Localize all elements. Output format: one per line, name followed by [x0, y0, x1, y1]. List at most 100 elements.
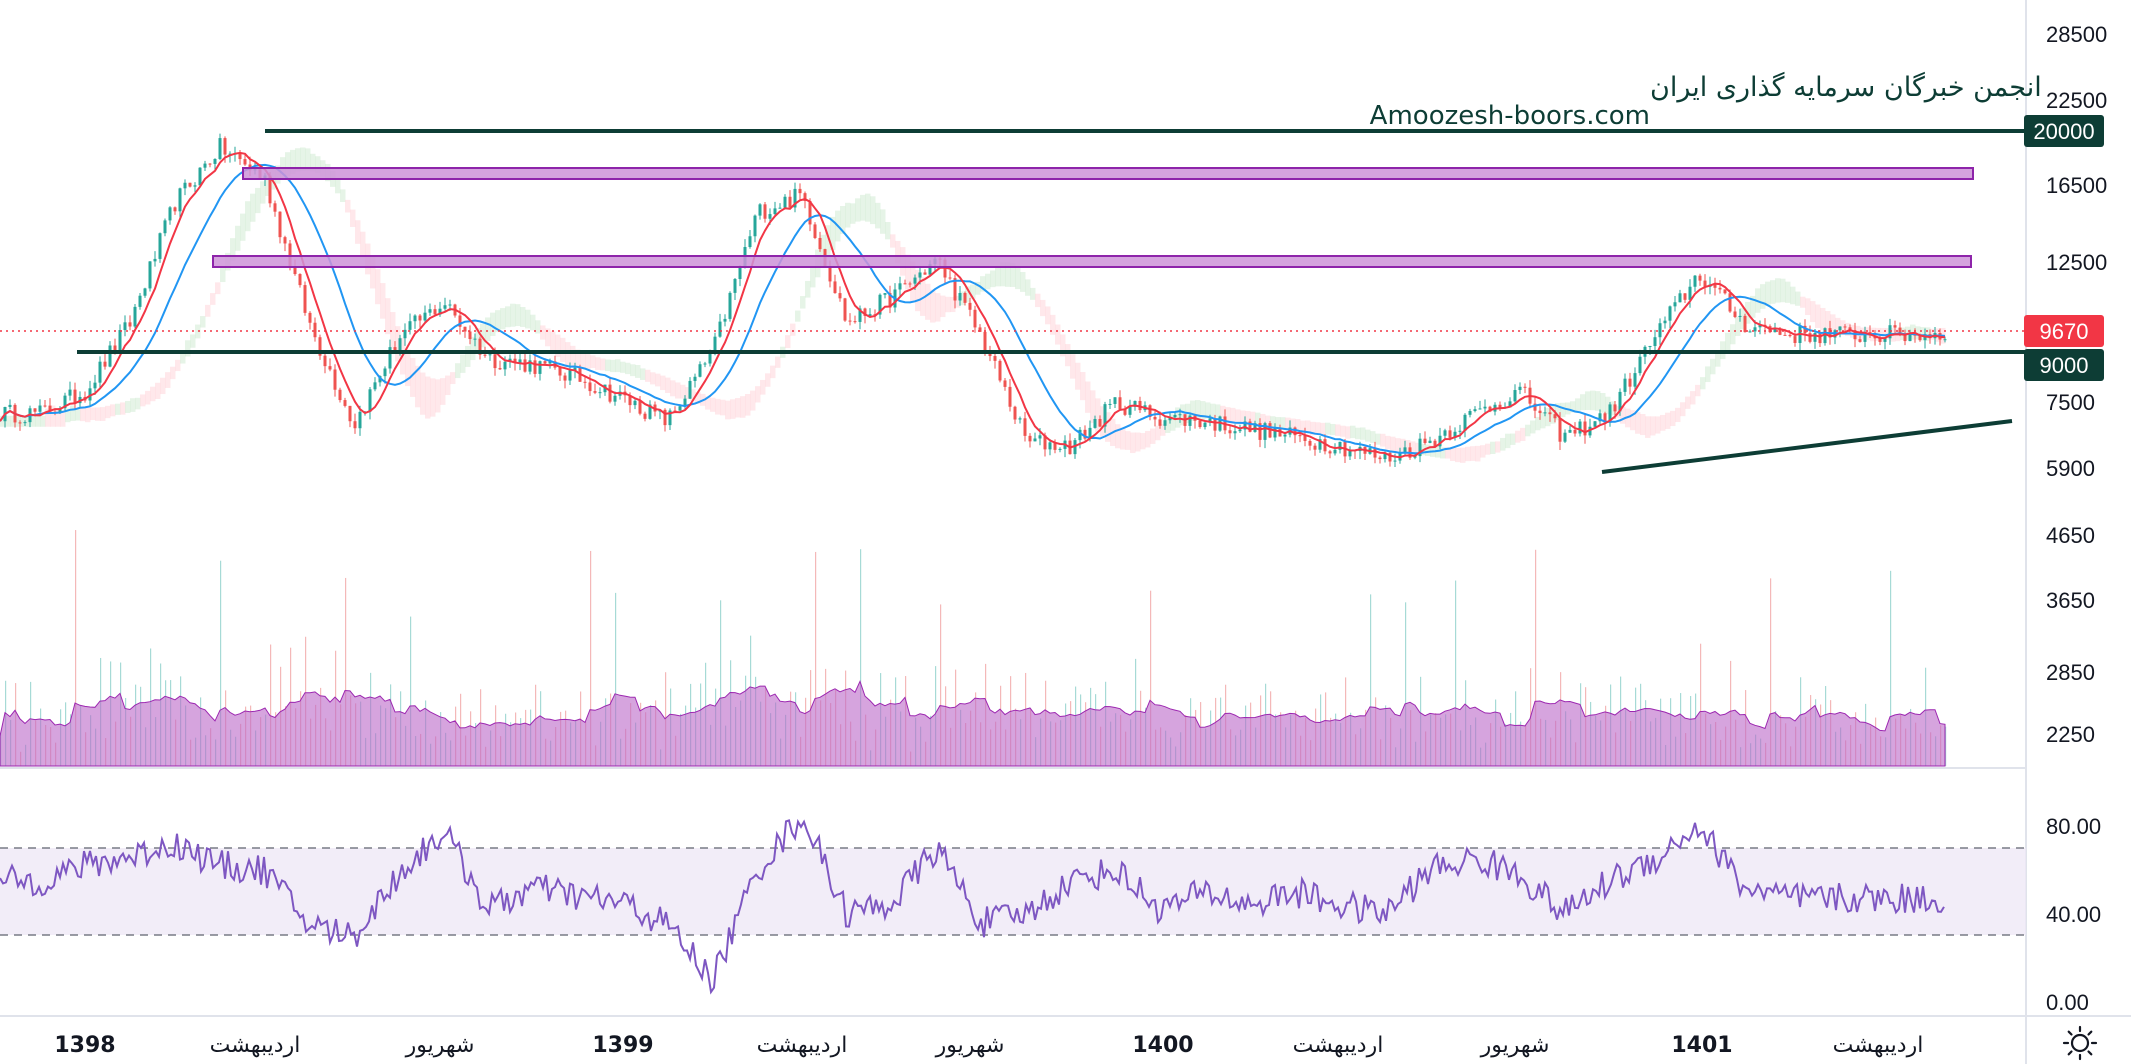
candle-body: [503, 361, 507, 370]
cloud-segment: [1570, 401, 1576, 413]
candle-body: [1168, 417, 1172, 421]
cloud-segment: [865, 193, 871, 222]
cloud-segment: [1485, 443, 1491, 455]
candle-body: [1893, 325, 1897, 328]
price-axis[interactable]: 28500 22500 16500 12500 7500 5900 4650 3…: [2024, 22, 2107, 747]
candle-body: [183, 182, 187, 189]
candle-body: [458, 315, 462, 327]
candle-body: [593, 391, 597, 393]
candle-body: [1043, 435, 1047, 450]
candle-body: [1783, 334, 1787, 336]
candle-body: [463, 326, 467, 332]
drawings[interactable]: [0, 129, 2026, 474]
candle-body: [33, 408, 37, 412]
cloud-segment: [720, 399, 726, 416]
candle-body: [103, 361, 107, 367]
cloud-segment: [45, 408, 51, 427]
cloud-segment: [85, 407, 91, 423]
cloud-segment: [1015, 267, 1021, 290]
candle-body: [518, 359, 522, 363]
cloud-segment: [0, 415, 6, 427]
candle-body: [858, 308, 862, 322]
cloud-segment: [1790, 286, 1796, 305]
cloud-segment: [1580, 394, 1586, 411]
cloud-segment: [415, 365, 421, 408]
candle-body: [1623, 378, 1627, 392]
current-price-badge: 9670: [2024, 315, 2104, 347]
candle-body: [123, 322, 127, 331]
time-axis[interactable]: 1398 اردیبهشت شهریور 1399 اردیبهشت شهریو…: [54, 1033, 1923, 1058]
candle-body: [383, 368, 387, 377]
cloud-segment: [1590, 390, 1596, 411]
candle-body: [1308, 440, 1312, 446]
cloud-segment: [295, 148, 301, 172]
cloud-segment: [650, 372, 656, 385]
cloud-segment: [740, 396, 746, 418]
candle-body: [898, 283, 902, 290]
cloud-segment: [880, 209, 886, 234]
candle-body: [1593, 421, 1597, 427]
cloud-segment: [525, 309, 531, 329]
cloud-segment: [985, 273, 991, 290]
cloud-segment: [1030, 287, 1036, 300]
cloud-segment: [50, 405, 56, 427]
cloud-segment: [895, 240, 901, 264]
candle-body: [393, 347, 397, 352]
volume-bar: [1370, 594, 1372, 766]
candle-body: [1578, 421, 1582, 434]
candle-body: [1468, 411, 1472, 415]
volume-bar: [410, 616, 412, 766]
candle-body: [1053, 442, 1057, 450]
cloud-segment: [350, 209, 356, 227]
cloud-segment: [70, 405, 76, 421]
cloud-segment: [805, 280, 811, 298]
cloud-segment: [770, 365, 776, 379]
cloud-segment: [1340, 425, 1346, 437]
candle-body: [1883, 338, 1887, 342]
candle-body: [1378, 457, 1382, 460]
candle-body: [718, 321, 722, 337]
candle-body: [1648, 346, 1652, 348]
candle-body: [548, 361, 552, 364]
cloud-segment: [555, 334, 561, 357]
cloud-segment: [340, 189, 346, 202]
cloud-segment: [105, 405, 111, 419]
candle-body: [778, 207, 782, 209]
cloud-segment: [1255, 412, 1261, 425]
candle-body: [773, 208, 777, 215]
candle-body: [1668, 306, 1672, 321]
cloud-segment: [1180, 404, 1186, 426]
cloud-segment: [785, 335, 791, 349]
rsi-axis[interactable]: 80.00 40.00 0.00: [2046, 814, 2101, 1015]
candle-body: [443, 305, 447, 309]
sun-gear-icon[interactable]: [2062, 1025, 2098, 1061]
cloud-segment: [130, 398, 136, 412]
candle-body: [1048, 442, 1052, 450]
cloud-segment: [1810, 301, 1816, 323]
cloud-segment: [1490, 441, 1496, 455]
candle-body: [1033, 438, 1037, 442]
candle-body: [818, 237, 822, 250]
cloud-segment: [850, 203, 856, 224]
candle-body: [983, 331, 987, 352]
candle-body: [1563, 432, 1567, 442]
candle-body: [1848, 327, 1852, 331]
candle-body: [1228, 430, 1232, 434]
cloud-segment: [635, 365, 641, 378]
cloud-segment: [1005, 262, 1011, 287]
cloud-segment: [260, 181, 266, 204]
cloud-segment: [735, 398, 741, 418]
cloud-segment: [150, 386, 156, 402]
candle-body: [768, 214, 772, 219]
candle-body: [1518, 386, 1522, 391]
candle-body: [1728, 293, 1732, 312]
candle-body: [1203, 422, 1207, 428]
cloud-segment: [560, 337, 566, 363]
candle-body: [188, 182, 192, 187]
candle-body: [663, 409, 667, 426]
cloud-segment: [1830, 314, 1836, 335]
time-label: شهریور: [405, 1033, 475, 1058]
cloud-segment: [1215, 404, 1221, 418]
cloud-segment: [145, 390, 151, 405]
